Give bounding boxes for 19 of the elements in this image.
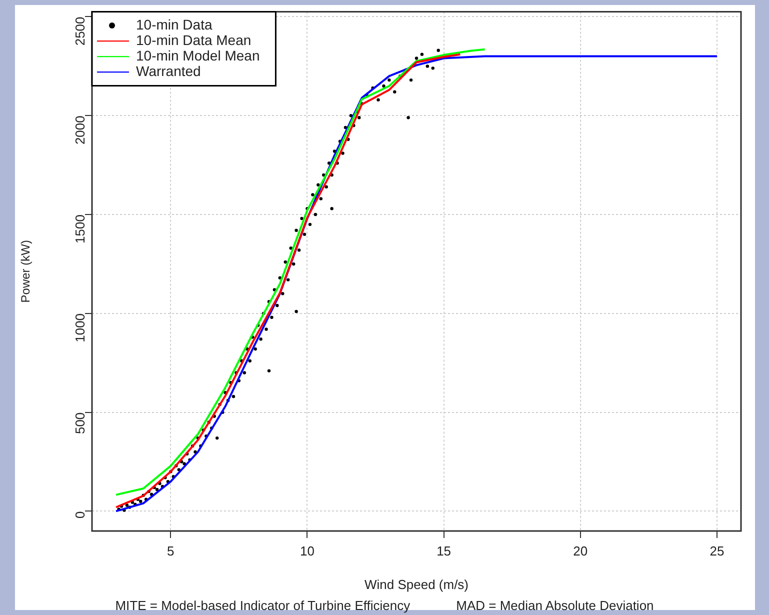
x-tick-label: 10 [300, 543, 314, 558]
legend-label: 10-min Data [136, 16, 212, 32]
x-tick-label: 5 [167, 543, 174, 558]
x-tick-label: 25 [710, 543, 724, 558]
x-tick-label: 15 [436, 543, 452, 558]
y-tick-label: 2000 [72, 116, 88, 145]
y-tick-label: 500 [72, 412, 88, 434]
legend-label: 10-min Data Mean [136, 32, 252, 48]
y-tick-label: 1500 [72, 214, 88, 244]
legend-label: 10-min Model Mean [136, 47, 260, 64]
y-tick-label: 0 [72, 511, 88, 518]
x-axis-title: Wind Speed (m/s) [364, 576, 469, 592]
text: MAD = Median Absolute Deviation [456, 598, 654, 613]
x-tick-label: 20 [573, 543, 588, 558]
legend-label: Warranted [136, 62, 201, 79]
y-axis-title: Power (kW) [18, 240, 33, 303]
y-tick-label: 2500 [72, 16, 88, 46]
y-tick-label: 1000 [72, 313, 88, 342]
text: MITE = Model-based Indicator of Turbine Efficiency [115, 598, 410, 613]
